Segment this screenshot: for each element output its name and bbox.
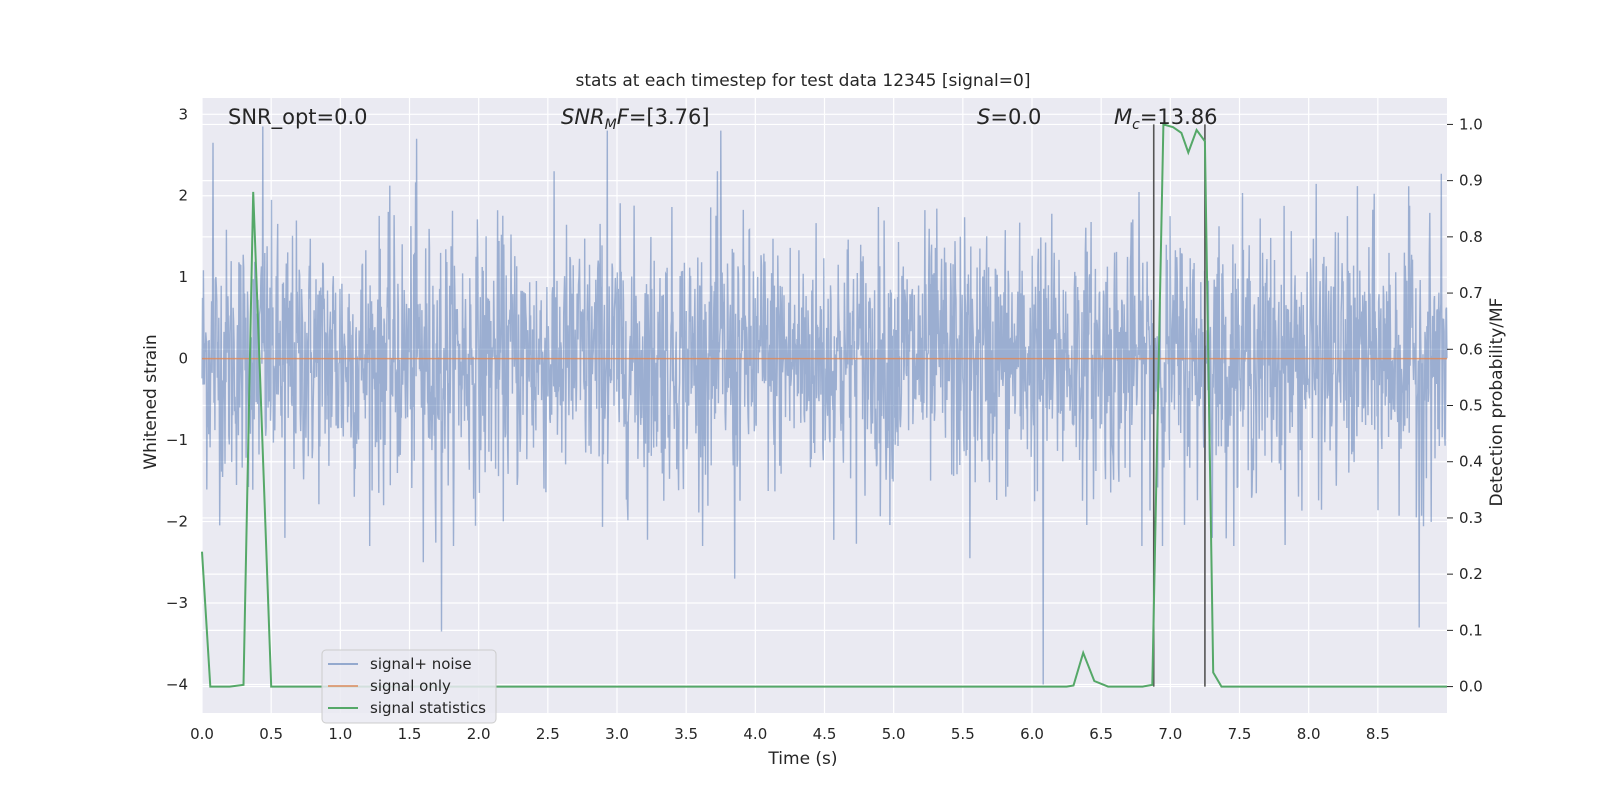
annotation-s-rest: =0.0	[990, 105, 1041, 129]
legend-label-signal-statistics: signal statistics	[370, 699, 486, 717]
y-tick-label: 0	[178, 350, 188, 368]
x-tick-label: 2.5	[536, 725, 560, 743]
y-tick-label: 2	[178, 187, 188, 205]
annotation-mc-rest: =13.86	[1140, 105, 1218, 129]
x-tick-label: 0.5	[259, 725, 283, 743]
y2-tick-label: 0.7	[1459, 284, 1483, 302]
x-tick-label: 6.5	[1089, 725, 1113, 743]
signal-noise-series	[201, 126, 1448, 685]
y2-tick-label: 0.5	[1459, 397, 1483, 415]
x-tick-label: 3.5	[674, 725, 698, 743]
annotation-snr-mf: SNRMF=[3.76]	[561, 105, 710, 133]
signal-noise-line	[201, 126, 1448, 685]
x-tick-label: 1.5	[398, 725, 422, 743]
x-tick-label: 8.5	[1366, 725, 1390, 743]
y-axis-ticks: 3 2 1 0 −1 −2 −3 −4	[166, 105, 188, 693]
y2-tick-label: 0.0	[1459, 678, 1483, 696]
x-tick-label: 7.5	[1228, 725, 1252, 743]
x-tick-label: 5.0	[882, 725, 906, 743]
legend: signal+ noise signal only signal statist…	[321, 649, 497, 724]
y2-tick-label: 0.1	[1459, 621, 1483, 639]
legend-box	[321, 649, 497, 724]
signal-statistics-series	[201, 123, 1447, 688]
x-tick-label: 7.0	[1158, 725, 1182, 743]
y2-axis-ticks: 1.0 0.9 0.8 0.7 0.6 0.5 0.4 0.3 0.2 0.1 0.0	[1447, 115, 1483, 696]
annotation-snr-mf-main: SNR	[561, 105, 605, 129]
annotation-snr-mf-sub: M	[605, 117, 617, 133]
x-tick-label: 2.0	[467, 725, 491, 743]
y-axis-label: Whitened strain	[141, 334, 161, 469]
annotation-mc: Mc=13.86	[1114, 105, 1218, 133]
y-tick-label: 1	[178, 268, 188, 286]
x-tick-label: 8.0	[1297, 725, 1321, 743]
y2-tick-label: 0.6	[1459, 340, 1483, 358]
y2-tick-label: 0.3	[1459, 509, 1483, 527]
chart-title: stats at each timestep for test data 123…	[576, 71, 1031, 91]
x-tick-label: 4.0	[743, 725, 767, 743]
annotation-snr-opt: SNR_opt=0.0	[228, 105, 368, 130]
y2-tick-label: 0.4	[1459, 453, 1483, 471]
y-tick-label: −2	[166, 513, 188, 531]
legend-label-signal-only: signal only	[370, 677, 451, 695]
y-tick-label: −4	[166, 675, 188, 693]
y-tick-label: −1	[166, 431, 188, 449]
x-tick-label: 3.0	[605, 725, 629, 743]
signal-statistics-line	[201, 123, 1447, 688]
annotation-s: S=0.0	[977, 105, 1041, 129]
x-tick-label: 6.0	[1020, 725, 1044, 743]
annotation-s-main: S	[977, 105, 990, 129]
annotation-snr-mf-rest-italic: F	[617, 105, 630, 129]
y-tick-label: −3	[166, 594, 188, 612]
y2-tick-label: 1.0	[1459, 115, 1483, 133]
x-tick-label: 1.0	[328, 725, 352, 743]
annotation-mc-sub: c	[1132, 117, 1140, 133]
x-axis-label: Time (s)	[767, 749, 837, 769]
y2-tick-label: 0.9	[1459, 172, 1483, 190]
y-tick-label: 3	[178, 105, 188, 123]
x-tick-label: 4.5	[813, 725, 837, 743]
annotation-mc-main: M	[1114, 105, 1132, 129]
y2-axis-label: Detection probability/MF	[1487, 298, 1507, 507]
annotation-snr-mf-rest: =[3.76]	[629, 105, 710, 129]
y2-tick-label: 0.2	[1459, 565, 1483, 583]
x-tick-label: 5.5	[951, 725, 975, 743]
legend-label-signal-noise: signal+ noise	[370, 655, 472, 673]
x-axis-ticks: 0.0 0.5 1.0 1.5 2.0 2.5 3.0 3.5 4.0 4.5 5.0 5.5 6.0 6…	[190, 725, 1390, 743]
x-tick-label: 0.0	[190, 725, 214, 743]
y2-tick-label: 0.8	[1459, 228, 1483, 246]
